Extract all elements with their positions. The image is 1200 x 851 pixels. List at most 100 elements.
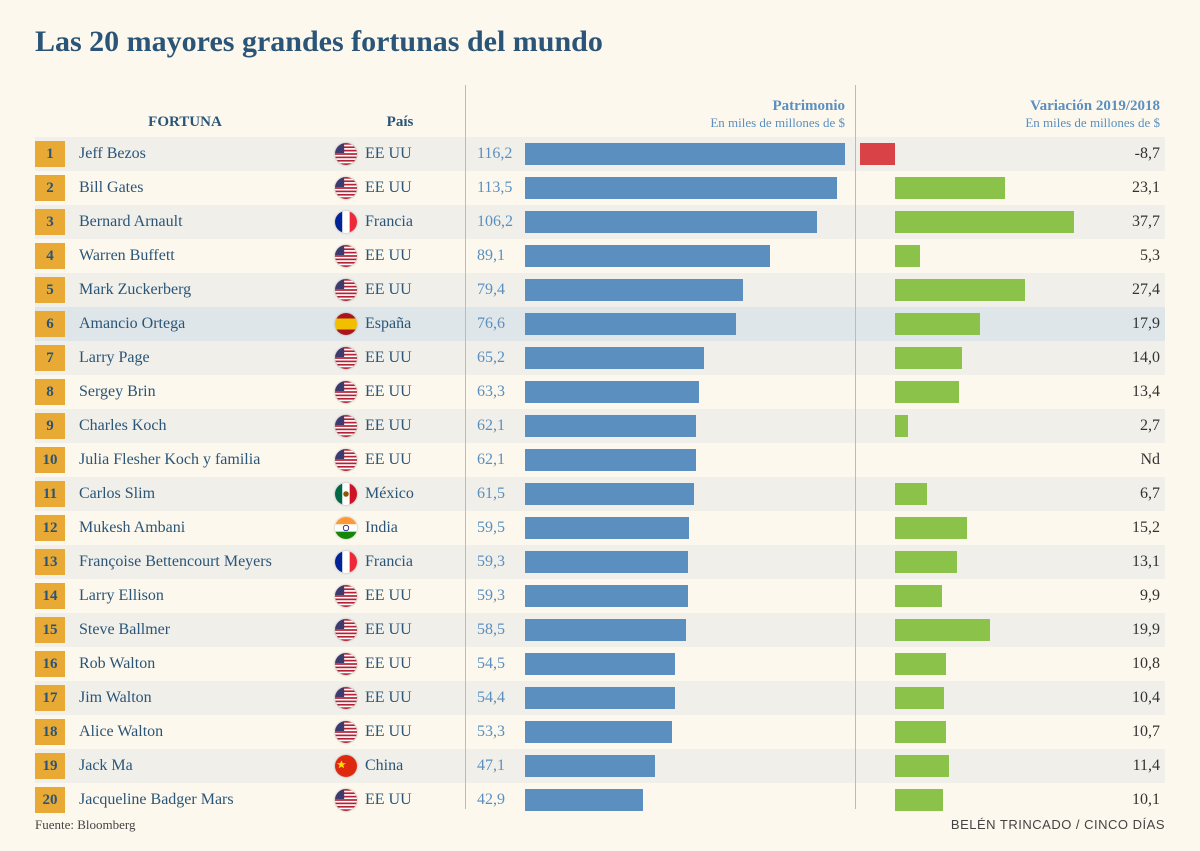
table-row: 5 Mark Zuckerberg EE UU 79,4 27,4	[35, 273, 1165, 307]
wealth-bar	[525, 483, 694, 505]
rank-badge: 14	[35, 583, 65, 609]
variation-value: -8,7	[1085, 145, 1165, 163]
person-name: Bill Gates	[75, 179, 335, 197]
person-name: Sergey Brin	[75, 383, 335, 401]
wealth-bar	[525, 755, 655, 777]
wealth-bar	[525, 551, 688, 573]
variation-bar-area	[855, 415, 1085, 437]
flag-icon	[335, 755, 357, 777]
header-wealth-sub: En miles de millones de $	[465, 115, 845, 131]
country-label: EE UU	[365, 383, 412, 401]
country-label: EE UU	[365, 179, 412, 197]
wealth-bar	[525, 245, 770, 267]
table-row: 7 Larry Page EE UU 65,2 14,0	[35, 341, 1165, 375]
flag-icon	[335, 687, 357, 709]
flag-icon	[335, 585, 357, 607]
table-row: 17 Jim Walton EE UU 54,4 10,4	[35, 681, 1165, 715]
person-name: Alice Walton	[75, 723, 335, 741]
rank-badge: 16	[35, 651, 65, 677]
wealth-value: 42,9	[465, 791, 525, 809]
country-label: México	[365, 485, 414, 503]
variation-value: 17,9	[1085, 315, 1165, 333]
table-row: 3 Bernard Arnault Francia 106,2 37,7	[35, 205, 1165, 239]
flag-icon	[335, 381, 357, 403]
header-variation-title: Variación 2019/2018	[855, 98, 1160, 115]
country-label: China	[365, 757, 403, 775]
wealth-bar	[525, 517, 689, 539]
wealth-value: 47,1	[465, 757, 525, 775]
footer: Fuente: Bloomberg BELÉN TRINCADO / CINCO…	[35, 817, 1165, 833]
variation-value: 9,9	[1085, 587, 1165, 605]
variation-bar-area	[855, 585, 1085, 607]
person-name: Steve Ballmer	[75, 621, 335, 639]
country-label: EE UU	[365, 587, 412, 605]
variation-value: 10,4	[1085, 689, 1165, 707]
rank-badge: 3	[35, 209, 65, 235]
country-label: EE UU	[365, 281, 412, 299]
table-row: 19 Jack Ma China 47,1 11,4	[35, 749, 1165, 783]
variation-bar-area	[855, 347, 1085, 369]
header-country: País	[335, 114, 465, 131]
header-wealth-title: Patrimonio	[465, 98, 845, 115]
column-headers: FORTUNA País Patrimonio En miles de mill…	[35, 81, 1165, 131]
table-row: 18 Alice Walton EE UU 53,3 10,7	[35, 715, 1165, 749]
table-row: 15 Steve Ballmer EE UU 58,5 19,9	[35, 613, 1165, 647]
wealth-bar	[525, 347, 704, 369]
rank-badge: 7	[35, 345, 65, 371]
rank-badge: 17	[35, 685, 65, 711]
page-title: Las 20 mayores grandes fortunas del mund…	[35, 25, 1165, 59]
person-name: Bernard Arnault	[75, 213, 335, 231]
variation-bar-area	[855, 687, 1085, 709]
variation-bar-area	[855, 755, 1085, 777]
wealth-bar	[525, 313, 736, 335]
wealth-value: 62,1	[465, 417, 525, 435]
rank-badge: 12	[35, 515, 65, 541]
table-row: 12 Mukesh Ambani India 59,5 15,2	[35, 511, 1165, 545]
wealth-bar	[525, 143, 845, 165]
country-label: India	[365, 519, 398, 537]
variation-value: 23,1	[1085, 179, 1165, 197]
person-name: Mark Zuckerberg	[75, 281, 335, 299]
rank-badge: 20	[35, 787, 65, 813]
person-name: Warren Buffett	[75, 247, 335, 265]
wealth-value: 54,5	[465, 655, 525, 673]
country-label: EE UU	[365, 791, 412, 809]
variation-value: 13,1	[1085, 553, 1165, 571]
wealth-value: 65,2	[465, 349, 525, 367]
country-label: EE UU	[365, 247, 412, 265]
variation-value: 10,8	[1085, 655, 1165, 673]
country-label: EE UU	[365, 451, 412, 469]
variation-value: 37,7	[1085, 213, 1165, 231]
country-label: EE UU	[365, 723, 412, 741]
wealth-value: 58,5	[465, 621, 525, 639]
header-fortune: FORTUNA	[75, 114, 335, 131]
wealth-bar	[525, 449, 696, 471]
rank-badge: 9	[35, 413, 65, 439]
wealth-bar	[525, 789, 643, 811]
table-row: 9 Charles Koch EE UU 62,1 2,7	[35, 409, 1165, 443]
flag-icon	[335, 347, 357, 369]
variation-value: Nd	[1085, 451, 1165, 469]
country-label: EE UU	[365, 349, 412, 367]
table-row: 11 Carlos Slim México 61,5 6,7	[35, 477, 1165, 511]
wealth-bar	[525, 381, 699, 403]
wealth-value: 54,4	[465, 689, 525, 707]
variation-value: 27,4	[1085, 281, 1165, 299]
flag-icon	[335, 143, 357, 165]
table-row: 20 Jacqueline Badger Mars EE UU 42,9 10,…	[35, 783, 1165, 817]
variation-bar-area	[855, 211, 1085, 233]
variation-bar-area	[855, 449, 1085, 471]
rank-badge: 19	[35, 753, 65, 779]
flag-icon	[335, 653, 357, 675]
country-label: EE UU	[365, 655, 412, 673]
table-row: 2 Bill Gates EE UU 113,5 23,1	[35, 171, 1165, 205]
person-name: Julia Flesher Koch y familia	[75, 451, 335, 469]
person-name: Carlos Slim	[75, 485, 335, 503]
variation-value: 6,7	[1085, 485, 1165, 503]
variation-value: 10,7	[1085, 723, 1165, 741]
flag-icon	[335, 211, 357, 233]
variation-value: 11,4	[1085, 757, 1165, 775]
wealth-value: 59,5	[465, 519, 525, 537]
table-row: 10 Julia Flesher Koch y familia EE UU 62…	[35, 443, 1165, 477]
flag-icon	[335, 245, 357, 267]
